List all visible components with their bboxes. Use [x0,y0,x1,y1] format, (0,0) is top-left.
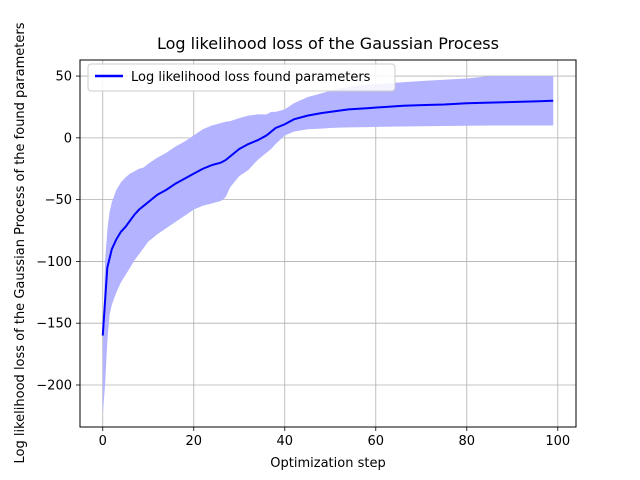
y-tick-label: −200 [36,378,72,393]
axes-frame [79,59,577,428]
x-tick-label: 60 [368,434,385,449]
x-tick-label: 80 [459,434,476,449]
chart-title: Log likelihood loss of the Gaussian Proc… [157,34,499,53]
uncertainty-band [102,76,554,416]
y-tick-label: −150 [36,317,72,332]
x-tick-label: 20 [185,434,202,449]
y-tick-label: −100 [36,255,72,270]
y-tick-label: 0 [64,131,72,146]
series-line [101,99,554,336]
y-tick-label: 50 [55,70,72,85]
x-tick-label: 100 [545,434,570,449]
legend-label: Log likelihood loss found parameters [131,70,371,85]
y-axis-label: Log likelihood loss of the Gaussian Proc… [13,22,28,463]
x-axis-ticks: 0 20 40 60 80 100 [99,427,570,449]
y-tick-label: −50 [45,193,72,208]
y-axis-ticks: −200 −150 −100 −50 0 50 [36,70,80,393]
legend-box [87,63,396,92]
x-tick-label: 0 [99,434,107,449]
x-tick-label: 40 [276,434,293,449]
legend: Log likelihood loss found parameters [87,63,396,92]
x-axis-label: Optimization step [270,456,385,471]
